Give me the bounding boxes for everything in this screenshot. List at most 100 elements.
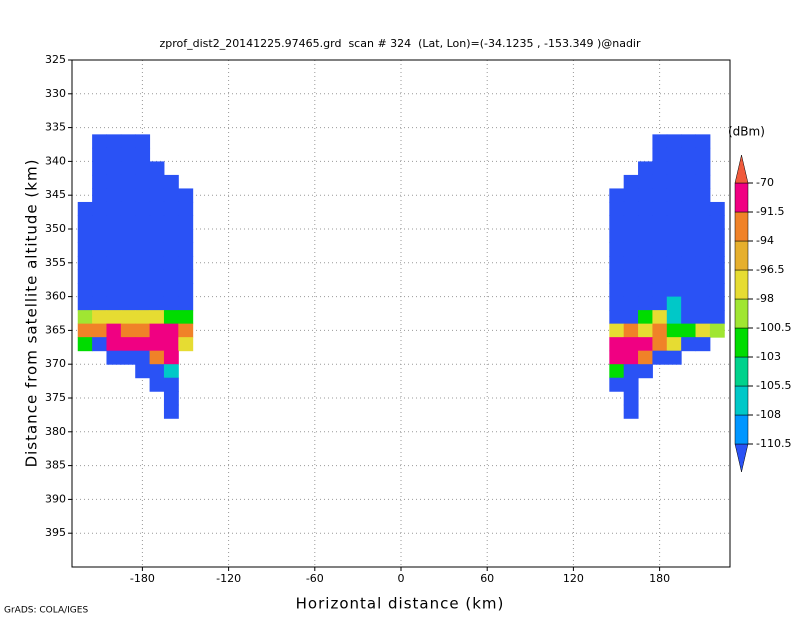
cell [623,310,639,325]
cell [149,296,165,311]
cell [609,350,625,365]
cell [681,229,697,244]
cell [77,242,93,257]
cell [92,229,107,244]
cell [652,147,668,162]
cell [178,201,194,216]
x-tick-label: 180 [649,572,670,585]
cell [623,256,639,271]
cell [92,147,107,162]
cell [695,161,711,176]
cell [92,188,107,203]
cell [135,134,151,149]
cell [135,296,151,311]
cell [652,174,668,189]
y-tick-label: 355 [45,256,66,269]
cell [709,323,725,338]
cell [163,215,179,230]
cell [681,147,697,162]
cell [681,161,697,176]
cell [638,215,653,230]
cell [163,350,179,365]
cell [77,215,93,230]
cell [638,188,653,203]
cell [106,134,122,149]
cell [652,350,668,365]
cell [92,215,107,230]
cell [638,256,653,271]
cell [695,296,711,311]
cell [652,337,668,352]
cell [709,256,725,271]
cell [135,147,151,162]
cell [638,350,653,365]
colorbar-box [734,240,749,271]
cell [695,174,711,189]
cell [120,269,136,284]
cell [709,296,725,311]
cell [163,283,179,298]
cell [623,377,639,392]
cell [120,350,136,365]
cell [149,350,165,365]
y-tick-label: 390 [45,492,66,505]
cell [135,310,151,325]
x-tick-label: -60 [306,572,324,585]
cell [638,242,653,257]
y-tick-label: 350 [45,222,66,235]
cell [163,296,179,311]
cell [120,147,136,162]
cell [638,174,653,189]
cell [163,269,179,284]
y-axis-label: Distance from satellite altitude (km) [23,159,41,468]
colorbar-label: (dBm) [728,125,765,139]
cell [92,337,107,352]
y-tick-label: 360 [45,290,66,303]
colorbar-label: -91.5 [756,205,784,218]
cell [681,323,697,338]
cell [609,229,625,244]
cell [638,161,653,176]
cell [77,269,93,284]
cell [178,323,194,338]
colorbar-label: -94 [756,234,774,247]
cell [638,269,653,284]
cell [681,337,697,352]
y-tick-label: 345 [45,188,66,201]
y-tick-label: 380 [45,425,66,438]
cell [666,174,682,189]
cell [609,215,625,230]
cell [638,201,653,216]
cell [652,242,668,257]
cell [77,296,93,311]
cell [709,283,725,298]
cell [149,283,165,298]
cell [681,269,697,284]
cell [681,242,697,257]
cell [609,188,625,203]
cell [695,256,711,271]
cell [638,283,653,298]
cell [106,242,122,257]
cell [106,296,122,311]
x-tick-label: -120 [216,572,241,585]
cell [623,404,639,419]
cell [695,283,711,298]
cell [149,229,165,244]
cell [666,310,682,325]
cell [135,283,151,298]
cell [695,201,711,216]
cell [709,242,725,257]
cell [623,201,639,216]
cell [609,296,625,311]
cell [106,283,122,298]
y-tick-label: 370 [45,357,66,370]
cell [609,310,625,325]
cell [163,377,179,392]
cell [681,256,697,271]
colorbar-box [734,327,749,358]
cell [681,188,697,203]
cell [609,269,625,284]
cell [92,242,107,257]
cell [695,337,711,352]
